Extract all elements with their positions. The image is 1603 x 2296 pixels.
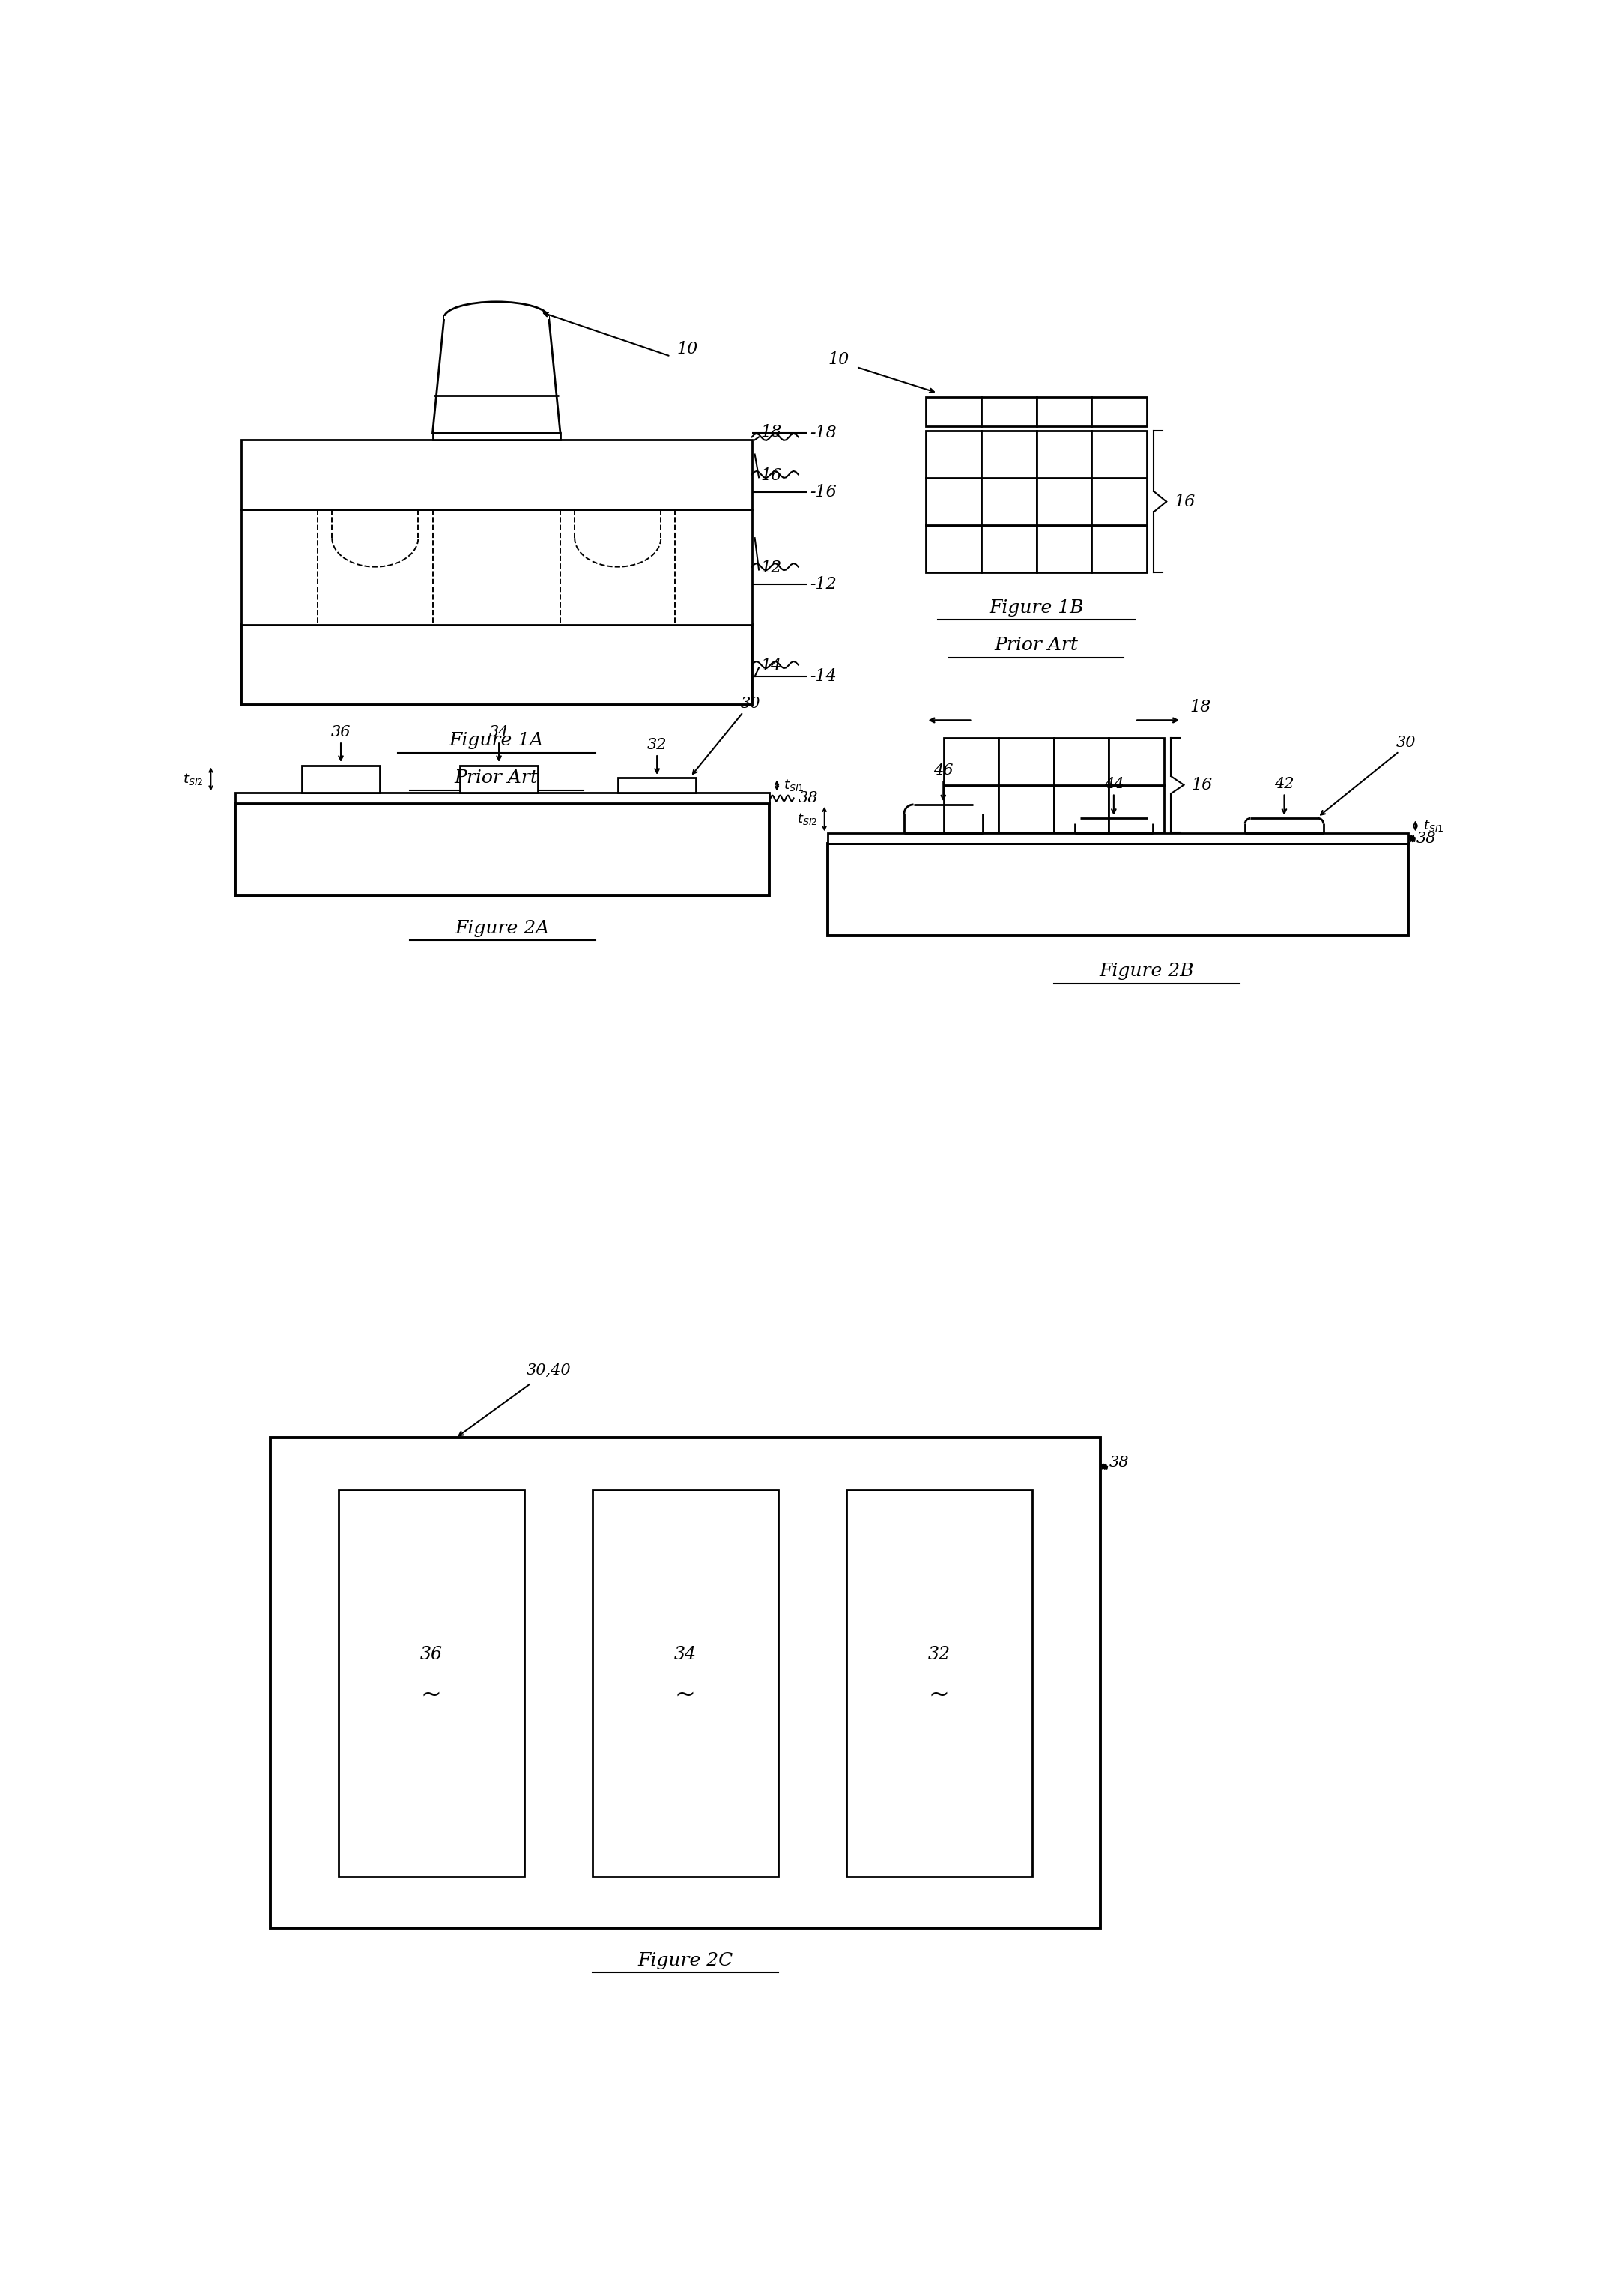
- Text: 32: 32: [648, 737, 667, 753]
- Bar: [433, 434, 561, 441]
- Bar: [981, 397, 1036, 427]
- Text: 30: 30: [741, 696, 760, 709]
- Text: ~: ~: [420, 1683, 441, 1706]
- Bar: [944, 785, 999, 831]
- Text: 34: 34: [489, 726, 508, 739]
- Bar: [1109, 785, 1164, 831]
- Text: 16: 16: [1173, 494, 1196, 510]
- Bar: [1036, 432, 1092, 478]
- Bar: [269, 1437, 1100, 1929]
- Text: Figure 2A: Figure 2A: [455, 921, 550, 937]
- Bar: [827, 833, 1407, 843]
- Text: 10: 10: [829, 351, 850, 367]
- Bar: [981, 478, 1036, 526]
- Text: 38: 38: [798, 792, 818, 806]
- Text: 36: 36: [330, 726, 351, 739]
- Bar: [927, 397, 981, 427]
- Text: 32: 32: [928, 1646, 951, 1662]
- Text: Figure 2B: Figure 2B: [1100, 962, 1194, 980]
- Bar: [301, 765, 380, 792]
- Text: $t_{SI2}$: $t_{SI2}$: [183, 771, 204, 788]
- Text: 18: 18: [1189, 698, 1212, 716]
- Text: 14: 14: [760, 659, 782, 675]
- Text: Figure 1A: Figure 1A: [449, 732, 543, 748]
- Bar: [460, 765, 539, 792]
- Text: 12: 12: [760, 560, 782, 576]
- Bar: [338, 1490, 524, 1876]
- Text: 30: 30: [1396, 735, 1415, 751]
- Text: 38: 38: [1417, 831, 1436, 845]
- Text: 16: 16: [1191, 776, 1212, 792]
- Bar: [999, 785, 1053, 831]
- Text: -16: -16: [810, 484, 837, 501]
- Bar: [927, 432, 981, 478]
- Text: 44: 44: [1104, 776, 1124, 792]
- Bar: [240, 441, 752, 510]
- Bar: [1036, 397, 1092, 427]
- Bar: [240, 510, 752, 625]
- Text: $t_{SI2}$: $t_{SI2}$: [797, 810, 818, 827]
- Bar: [1036, 478, 1092, 526]
- Text: Prior Art: Prior Art: [455, 769, 539, 788]
- Bar: [927, 526, 981, 572]
- Text: Prior Art: Prior Art: [994, 636, 1079, 654]
- Bar: [1053, 785, 1109, 831]
- Text: 36: 36: [420, 1646, 442, 1662]
- Text: 16: 16: [760, 468, 782, 484]
- Text: ~: ~: [675, 1683, 696, 1706]
- Bar: [827, 843, 1407, 937]
- Bar: [617, 778, 696, 792]
- Bar: [1109, 737, 1164, 785]
- Text: 38: 38: [1109, 1456, 1129, 1469]
- Text: $t_{SI1}$: $t_{SI1}$: [784, 778, 805, 792]
- Text: -18: -18: [810, 425, 837, 441]
- Bar: [999, 737, 1053, 785]
- Bar: [1092, 397, 1146, 427]
- Bar: [981, 432, 1036, 478]
- Text: 10: 10: [676, 340, 697, 358]
- Text: 42: 42: [1274, 776, 1294, 792]
- Text: 34: 34: [673, 1646, 696, 1662]
- Bar: [1036, 526, 1092, 572]
- Bar: [1092, 526, 1146, 572]
- Bar: [1092, 432, 1146, 478]
- Text: 18: 18: [760, 425, 782, 441]
- Bar: [236, 792, 769, 804]
- Bar: [927, 478, 981, 526]
- Text: $t_{SI1}$: $t_{SI1}$: [1423, 817, 1444, 833]
- Bar: [1053, 737, 1109, 785]
- Bar: [1092, 478, 1146, 526]
- Text: -12: -12: [810, 576, 837, 592]
- Bar: [240, 625, 752, 705]
- Bar: [236, 804, 769, 895]
- Bar: [981, 526, 1036, 572]
- Text: 46: 46: [933, 762, 954, 778]
- Text: Figure 1B: Figure 1B: [989, 599, 1084, 618]
- Text: -14: -14: [810, 668, 837, 684]
- Bar: [846, 1490, 1032, 1876]
- Text: 30,40: 30,40: [526, 1364, 571, 1378]
- Bar: [944, 737, 999, 785]
- Text: ~: ~: [928, 1683, 949, 1706]
- Bar: [592, 1490, 777, 1876]
- Text: Figure 2C: Figure 2C: [638, 1952, 733, 1970]
